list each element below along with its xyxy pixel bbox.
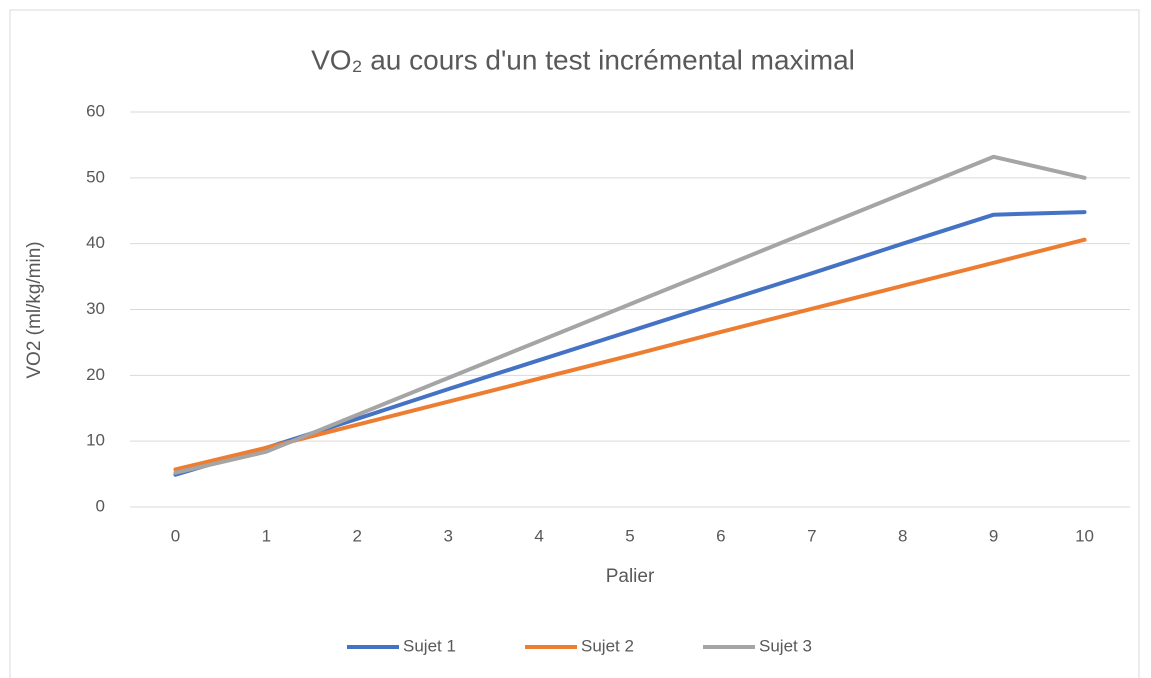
x-tick-label: 9 <box>989 526 998 545</box>
x-tick-label: 7 <box>807 526 816 545</box>
x-tick-label: 6 <box>716 526 725 545</box>
y-tick-label: 20 <box>86 365 105 384</box>
legend-label: Sujet 3 <box>759 636 812 655</box>
x-tick-label: 3 <box>443 526 452 545</box>
x-tick-label: 4 <box>534 526 543 545</box>
y-tick-label: 0 <box>96 496 105 515</box>
x-tick-label: 0 <box>171 526 180 545</box>
y-tick-label: 60 <box>86 101 105 120</box>
y-tick-label: 30 <box>86 299 105 318</box>
x-tick-label: 8 <box>898 526 907 545</box>
chart-frame <box>9 9 1140 678</box>
legend-label: Sujet 2 <box>581 636 634 655</box>
y-tick-label: 40 <box>86 233 105 252</box>
series-line <box>173 237 1087 472</box>
x-axis-label: Palier <box>606 566 655 587</box>
legend-label: Sujet 1 <box>403 636 456 655</box>
x-tick-label: 5 <box>625 526 634 545</box>
y-tick-label: 10 <box>86 431 105 450</box>
chart-title: VO₂ au cours d'un test incrémental maxim… <box>311 44 855 75</box>
x-tick-label: 2 <box>353 526 362 545</box>
series-line <box>173 154 1087 475</box>
x-tick-label: 10 <box>1075 526 1094 545</box>
x-tick-label: 1 <box>262 526 271 545</box>
y-axis-label: VO2 (ml/kg/min) <box>24 241 45 378</box>
y-tick-label: 50 <box>86 167 105 186</box>
